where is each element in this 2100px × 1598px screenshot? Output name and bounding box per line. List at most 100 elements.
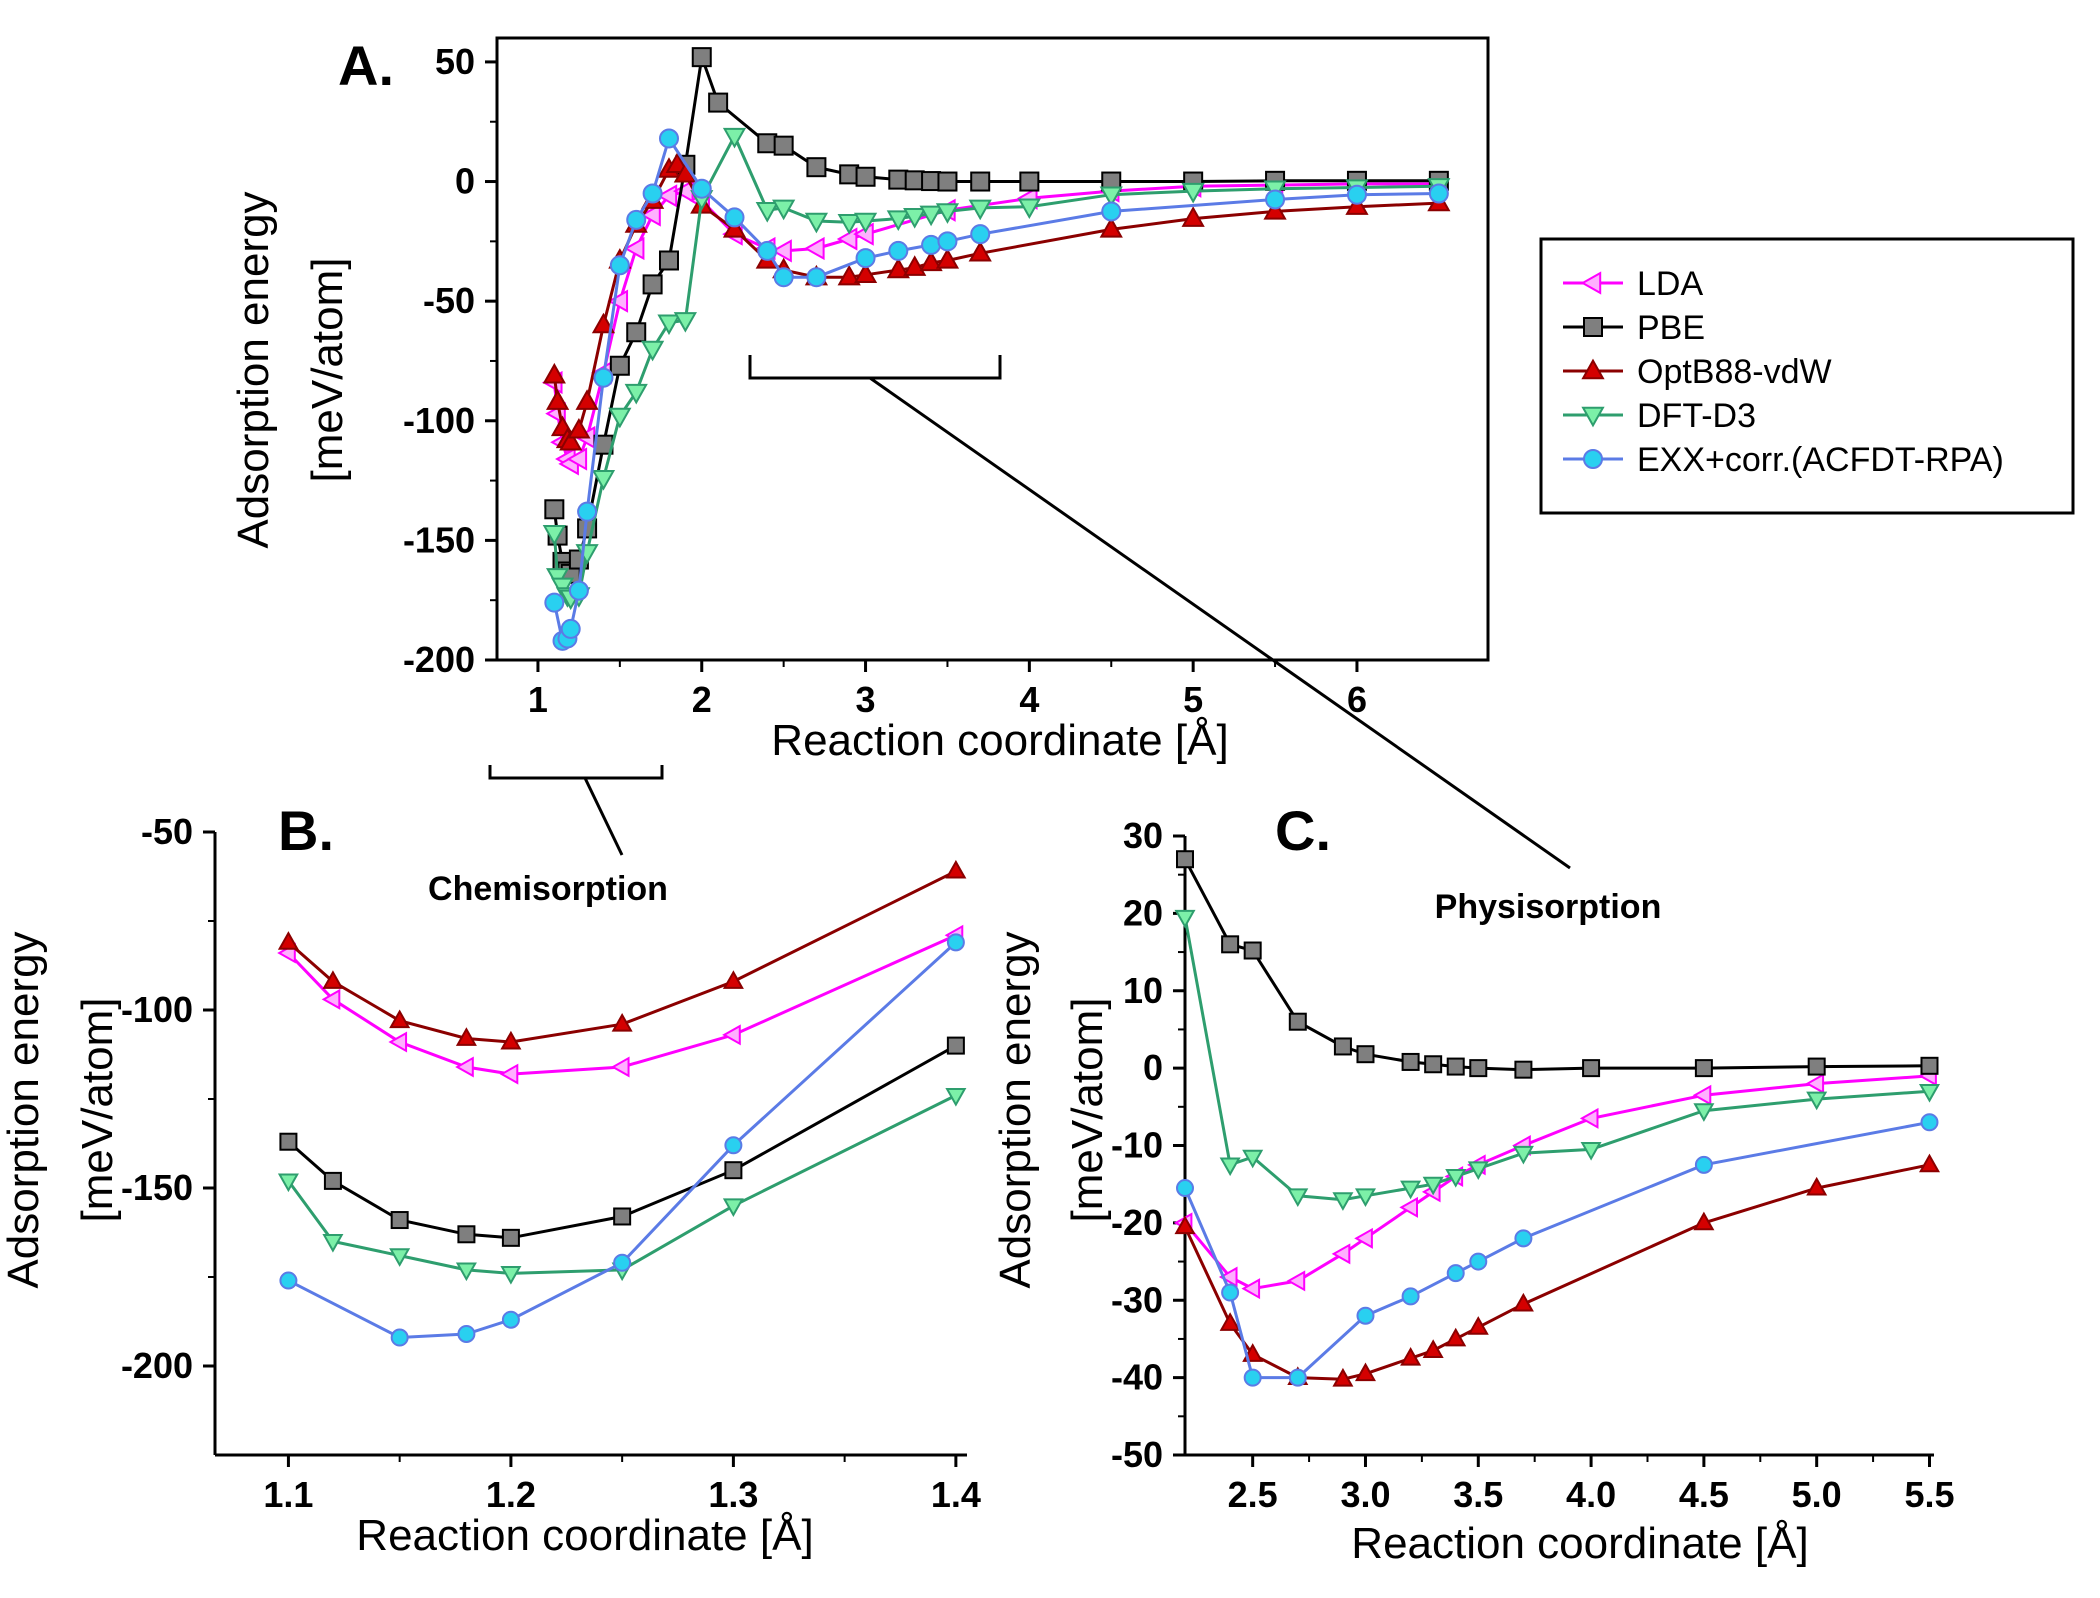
data-point-optb88-vdw — [1693, 1211, 1715, 1231]
data-point-dft-d3 — [1332, 1192, 1354, 1211]
data-point-exx-corr-acfdt-rpa — [1446, 1264, 1465, 1283]
y-tick-label: -100 — [121, 989, 193, 1030]
data-point-dft-d3 — [1400, 1180, 1422, 1200]
legend-entry-pbe: PBE — [1563, 309, 1705, 347]
data-point-optb88-vdw — [968, 240, 992, 262]
data-point-dft-d3 — [657, 314, 681, 336]
series-line-lda — [287, 933, 957, 1076]
series-exx-corr-acfdt-rpa — [279, 933, 965, 1347]
legend-label: DFT-D3 — [1637, 397, 1756, 435]
data-point-exx-corr-acfdt-rpa — [806, 267, 827, 288]
data-point-dft-d3 — [968, 199, 992, 221]
data-point-dft-d3 — [1512, 1145, 1534, 1165]
data-point-pbe — [1920, 1056, 1939, 1075]
data-point-dft-d3 — [1693, 1103, 1715, 1122]
series-dft-d3 — [277, 1088, 967, 1285]
data-point-dft-d3 — [389, 1248, 411, 1267]
legend-box — [1539, 237, 2075, 515]
data-point-pbe — [658, 250, 679, 271]
legend-entry-dft-d3: DFT-D3 — [1563, 397, 1756, 435]
series-line-optb88-vdw — [287, 869, 957, 1044]
data-point-dft-d3 — [886, 210, 910, 232]
data-point-pbe — [1288, 1012, 1307, 1031]
y-tick-label: 0 — [1143, 1047, 1163, 1088]
panel-a: 1 2 3 4 5 6 50 0 -50 -100 -150 -200 Reaction coordin… — [229, 34, 1490, 765]
data-point-pbe — [1424, 1055, 1443, 1074]
x-tick-label: 1.3 — [708, 1474, 758, 1515]
data-point-dft-d3 — [1242, 1149, 1264, 1169]
y-tick-label: 50 — [435, 41, 475, 82]
legend-label: OptB88-vdW — [1637, 353, 1832, 391]
data-point-optb88-vdw — [1099, 216, 1123, 238]
y-tick-label: -50 — [141, 811, 193, 852]
panel-c: 2.5 3.0 3.5 4.0 4.5 5.0 5.5 30 20 10 0 -10 -20 -30 -40… — [991, 799, 1955, 1568]
data-point-pbe — [1356, 1045, 1375, 1064]
data-point-lda — [321, 988, 341, 1010]
data-point-dft-d3 — [1918, 1083, 1941, 1103]
y-axis-title-line1: Adsorption energy — [229, 191, 278, 548]
legend-entry-exx-corr-acfdt-rpa: EXX+corr.(ACFDT-RPA) — [1563, 441, 2004, 479]
data-point-optb88-vdw — [277, 931, 299, 950]
legend-marker — [1581, 358, 1605, 380]
data-point-lda — [623, 236, 645, 261]
x-tick-label: 3 — [856, 679, 876, 720]
series-lda — [1173, 1065, 1937, 1300]
data-point-dft-d3 — [903, 208, 927, 229]
y-tick-label: -200 — [121, 1345, 193, 1386]
data-point-optb88-vdw — [665, 152, 689, 173]
data-point-pbe — [855, 166, 876, 187]
data-point-optb88-vdw — [853, 262, 878, 284]
data-point-optb88-vdw — [935, 248, 960, 269]
data-point-pbe — [1401, 1052, 1420, 1071]
data-point-optb88-vdw — [591, 312, 616, 334]
data-point-dft-d3 — [804, 212, 829, 234]
data-point-lda — [566, 447, 588, 471]
data-point-pbe — [757, 133, 778, 154]
data-point-exx-corr-acfdt-rpa — [855, 248, 876, 269]
data-point-optb88-vdw — [903, 255, 927, 276]
data-point-lda — [388, 1031, 408, 1053]
data-point-lda — [1354, 1227, 1373, 1249]
data-point-optb88-vdw — [1181, 206, 1205, 227]
data-point-optb88-vdw — [886, 257, 910, 279]
series-lda — [277, 924, 964, 1085]
data-point-dft-d3 — [1467, 1161, 1489, 1180]
data-point-pbe — [390, 1211, 409, 1230]
series-pbe — [544, 47, 1449, 584]
data-point-pbe — [773, 135, 794, 156]
data-point-pbe — [1446, 1057, 1465, 1076]
x-tick-label: 6 — [1347, 679, 1367, 720]
data-point-optb88-vdw — [389, 1009, 411, 1029]
data-point-optb88-vdw — [500, 1030, 522, 1050]
data-point-lda — [1331, 1243, 1351, 1265]
legend: LDA PBE OptB88-vdW DFT-D3 EXX+corr.(ACFDT-RP… — [1539, 237, 2075, 515]
data-point-exx-corr-acfdt-rpa — [921, 234, 942, 255]
x-tick-label: 1.1 — [263, 1474, 313, 1515]
x-tick-label: 4.0 — [1566, 1474, 1616, 1515]
data-point-optb88-vdw — [1467, 1316, 1489, 1335]
data-point-exx-corr-acfdt-rpa — [1514, 1229, 1533, 1248]
connector-chemisorption — [583, 777, 624, 856]
data-point-dft-d3 — [1422, 1176, 1444, 1196]
data-point-exx-corr-acfdt-rpa — [946, 933, 965, 952]
data-point-exx-corr-acfdt-rpa — [1428, 183, 1449, 204]
data-point-optb88-vdw — [545, 389, 570, 410]
data-point-optb88-vdw — [1445, 1327, 1467, 1347]
data-point-pbe — [609, 355, 630, 376]
series-line-pbe — [287, 1044, 957, 1240]
data-point-lda — [610, 1056, 630, 1078]
data-point-dft-d3 — [837, 214, 861, 235]
panel-title: Physisorption — [1435, 888, 1662, 926]
data-point-exx-corr-acfdt-rpa — [1920, 1113, 1939, 1132]
data-point-dft-d3 — [542, 525, 566, 546]
data-point-dft-d3 — [455, 1262, 477, 1282]
data-point-pbe — [1176, 850, 1194, 869]
y-tick-label: 0 — [455, 161, 475, 202]
data-point-dft-d3 — [722, 127, 747, 149]
data-point-lda — [656, 184, 678, 208]
zoom-brackets — [488, 355, 1571, 870]
data-point-exx-corr-acfdt-rpa — [609, 255, 630, 276]
y-tick-label: 30 — [1123, 815, 1163, 856]
series-optb88-vdw — [277, 859, 967, 1050]
data-point-exx-corr-acfdt-rpa — [390, 1328, 409, 1347]
